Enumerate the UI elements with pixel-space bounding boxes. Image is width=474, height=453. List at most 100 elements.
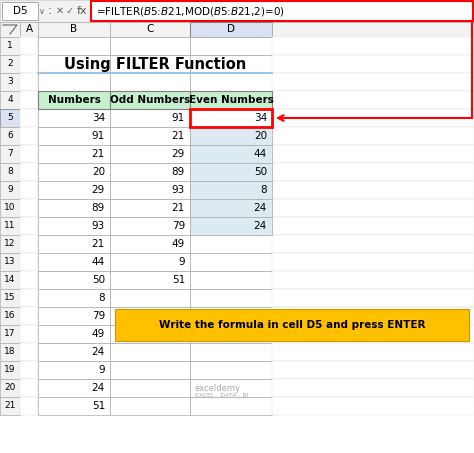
Bar xyxy=(20,199,38,217)
Bar xyxy=(90,0,91,22)
Text: 24: 24 xyxy=(92,383,105,393)
Bar xyxy=(20,289,38,307)
Text: 44: 44 xyxy=(254,149,267,159)
Bar xyxy=(190,307,272,325)
Bar xyxy=(272,91,474,109)
Bar xyxy=(20,73,38,91)
Bar xyxy=(272,307,474,325)
Text: fx: fx xyxy=(77,6,87,16)
Bar xyxy=(38,55,110,73)
Bar xyxy=(38,181,110,199)
Bar xyxy=(38,379,110,397)
Bar xyxy=(110,181,190,199)
Text: 1: 1 xyxy=(7,42,13,50)
Bar xyxy=(38,163,110,181)
Bar xyxy=(0,199,20,217)
Bar xyxy=(20,163,38,181)
Bar xyxy=(20,127,38,145)
Bar xyxy=(110,325,190,343)
Bar xyxy=(0,73,20,91)
Bar xyxy=(190,145,272,163)
Bar xyxy=(20,397,38,415)
Bar xyxy=(20,271,38,289)
Bar xyxy=(38,361,110,379)
Text: 3: 3 xyxy=(7,77,13,87)
Bar xyxy=(110,199,190,217)
Text: A: A xyxy=(26,24,33,34)
Bar xyxy=(272,55,474,73)
Bar xyxy=(20,55,38,73)
Bar xyxy=(190,55,272,73)
Text: 50: 50 xyxy=(92,275,105,285)
Bar xyxy=(110,343,190,361)
Bar xyxy=(20,145,38,163)
Bar xyxy=(0,163,20,181)
Bar xyxy=(190,109,272,127)
Text: 8: 8 xyxy=(260,185,267,195)
Text: 93: 93 xyxy=(172,185,185,195)
Text: 79: 79 xyxy=(172,221,185,231)
Bar xyxy=(110,37,190,55)
Bar xyxy=(0,181,20,199)
Text: 34: 34 xyxy=(254,113,267,123)
Bar xyxy=(20,109,38,127)
Bar xyxy=(190,235,272,253)
Bar xyxy=(110,289,190,307)
Text: 9: 9 xyxy=(99,365,105,375)
Text: 89: 89 xyxy=(172,167,185,177)
Text: 21: 21 xyxy=(172,131,185,141)
Text: 14: 14 xyxy=(4,275,16,284)
Bar xyxy=(272,217,474,235)
Text: ✕: ✕ xyxy=(56,6,64,16)
Text: 21: 21 xyxy=(92,239,105,249)
Bar xyxy=(0,361,20,379)
Bar xyxy=(110,307,190,325)
Bar xyxy=(190,91,272,109)
Bar xyxy=(190,325,272,343)
Bar xyxy=(190,397,272,415)
Bar xyxy=(110,145,190,163)
Bar xyxy=(190,163,272,181)
Bar xyxy=(110,91,190,109)
Bar xyxy=(190,361,272,379)
Bar xyxy=(38,109,110,127)
Text: 93: 93 xyxy=(92,221,105,231)
Bar xyxy=(190,199,272,217)
Bar xyxy=(110,22,190,37)
Bar xyxy=(190,199,272,217)
Text: Odd Numbers: Odd Numbers xyxy=(110,95,190,105)
Text: 7: 7 xyxy=(7,149,13,159)
Bar xyxy=(20,235,38,253)
Bar xyxy=(272,397,474,415)
Bar xyxy=(0,91,20,109)
Bar xyxy=(272,379,474,397)
Bar xyxy=(0,127,20,145)
Text: EXCEL · DATA · BI: EXCEL · DATA · BI xyxy=(195,393,249,398)
Bar xyxy=(272,253,474,271)
Bar xyxy=(38,253,110,271)
Bar xyxy=(110,127,190,145)
Bar xyxy=(272,199,474,217)
Text: 18: 18 xyxy=(4,347,16,357)
Bar xyxy=(0,235,20,253)
Bar xyxy=(20,325,38,343)
Bar xyxy=(20,307,38,325)
Bar xyxy=(20,22,38,37)
Bar xyxy=(20,253,38,271)
Text: 49: 49 xyxy=(172,239,185,249)
Bar xyxy=(38,307,110,325)
Bar xyxy=(38,22,110,37)
Text: 29: 29 xyxy=(172,149,185,159)
Text: exceldemy: exceldemy xyxy=(195,384,241,393)
Bar xyxy=(190,73,272,91)
Bar xyxy=(20,379,38,397)
Bar xyxy=(190,181,272,199)
Text: 51: 51 xyxy=(92,401,105,411)
Text: 9: 9 xyxy=(7,185,13,194)
Bar xyxy=(272,235,474,253)
Bar xyxy=(115,309,469,341)
Text: 12: 12 xyxy=(4,240,16,249)
Text: 15: 15 xyxy=(4,294,16,303)
Text: 91: 91 xyxy=(172,113,185,123)
Text: B: B xyxy=(71,24,78,34)
